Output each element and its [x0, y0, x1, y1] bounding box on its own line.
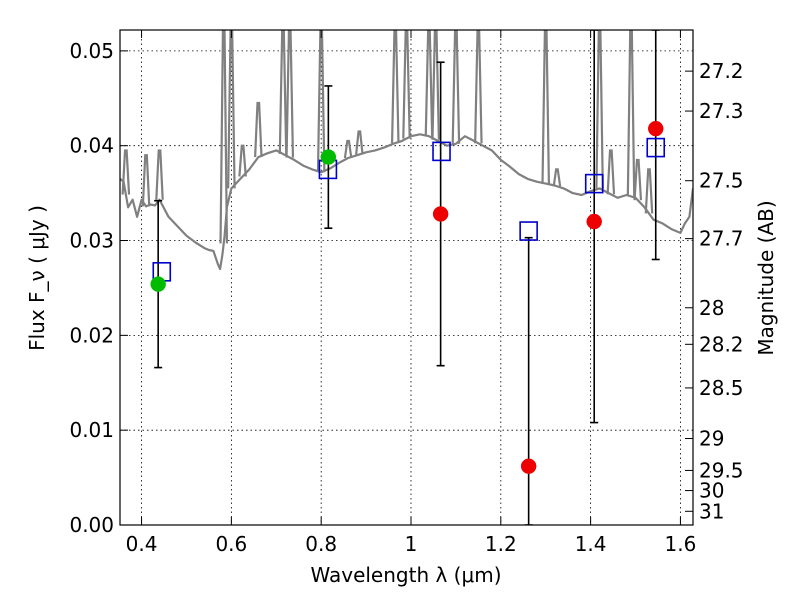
- model-emission-line: [390, 30, 400, 144]
- model-emission-line: [626, 30, 636, 197]
- model-emission-line: [595, 30, 604, 189]
- mag-tick-label: 28: [699, 296, 724, 320]
- points-layer: [150, 120, 666, 474]
- model-emission-line: [451, 30, 461, 144]
- x-tick-label: 1.2: [485, 532, 517, 556]
- x-tick-label: 1: [405, 532, 418, 556]
- observed-point-detected: [320, 149, 337, 165]
- y-tick-label: 0.04: [69, 134, 114, 158]
- y-tick-label: 0.00: [69, 513, 114, 537]
- observed-point-detected: [150, 276, 166, 292]
- y-tick-label: 0.03: [69, 229, 114, 253]
- x-tick-label: 1.4: [575, 532, 607, 556]
- model-photometry-square: [646, 137, 666, 158]
- mag-tick-label: 29: [699, 427, 724, 451]
- mag-tick-label: 28.2: [699, 332, 744, 356]
- y-tick-label: 0.01: [69, 418, 114, 442]
- model-photometry-square: [432, 141, 451, 162]
- model-photometry-square: [519, 221, 538, 241]
- observed-point-upper: [586, 213, 602, 230]
- model-emission-line: [285, 30, 295, 158]
- model-emission-line: [633, 158, 643, 201]
- x-axis-title: Wavelength λ (μm): [310, 563, 501, 587]
- observed-point-upper: [647, 120, 664, 137]
- y-axis-title: Flux F_ν ( μJy ): [25, 205, 49, 351]
- ticks: 0.4 0.6 0.8 1 1.2 1.4 1.6 0.00 0.01 0.02 0.03 0.04 0…: [69, 30, 744, 556]
- y-tick-label: 0.02: [69, 323, 114, 347]
- model-emission-line: [141, 154, 151, 207]
- mag-tick-label: 29.5: [699, 458, 744, 482]
- mag-tick-label: 27.7: [699, 227, 744, 251]
- model-emission-line: [355, 130, 364, 155]
- model-emission-line: [219, 30, 229, 244]
- model-spectrum-layer: [120, 30, 693, 271]
- plot-frame: [119, 29, 694, 526]
- model-emission-line: [474, 30, 483, 144]
- mag-tick-label: 30: [699, 479, 724, 503]
- x-tick-label: 1.6: [665, 532, 697, 556]
- x-tick-label: 0.4: [126, 532, 158, 556]
- mag-tick-label: 28.5: [699, 376, 744, 400]
- observed-point-upper: [520, 458, 537, 474]
- mag-tick-label: 27.5: [699, 169, 744, 193]
- mag-tick-label: 31: [699, 499, 724, 523]
- observed-point-upper: [432, 206, 449, 222]
- model-spectrum-line: [120, 133, 693, 271]
- model-emission-line: [254, 101, 263, 158]
- model-emission-line: [316, 30, 326, 173]
- model-emission-line: [343, 139, 353, 159]
- model-emission-line: [155, 149, 164, 200]
- x-tick-label: 0.6: [215, 532, 247, 556]
- model-emission-line: [431, 30, 440, 140]
- model-emission-line: [644, 168, 654, 214]
- model-emission-line: [541, 30, 551, 184]
- mag-tick-label: 27.3: [699, 99, 744, 123]
- grid: [120, 30, 693, 526]
- model-emission-line: [238, 144, 247, 177]
- model-photometry-square: [584, 173, 604, 194]
- model-emission-line: [121, 149, 131, 195]
- x-tick-label: 0.8: [305, 532, 337, 556]
- model-emission-line: [424, 30, 434, 137]
- mag-tick-label: 27.2: [699, 59, 744, 83]
- model-emission-line: [227, 30, 236, 189]
- model-emission-line: [402, 30, 411, 139]
- model-emission-line: [606, 149, 616, 195]
- y-tick-label: 0.05: [69, 39, 114, 63]
- model-emission-line: [552, 168, 562, 187]
- y2-axis-title: Magnitude (AB): [754, 200, 778, 355]
- model-emission-line: [278, 30, 288, 155]
